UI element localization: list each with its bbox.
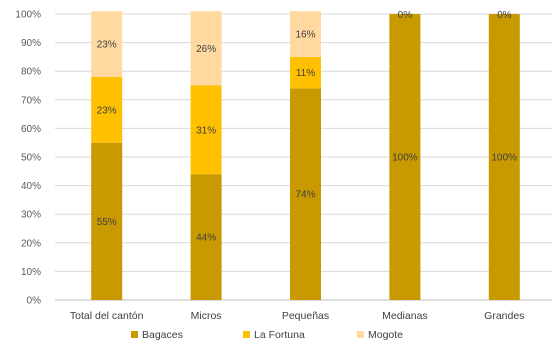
bar-la-fortuna bbox=[290, 56, 321, 89]
data-label: 100% bbox=[492, 153, 518, 164]
y-tick-label: 70% bbox=[21, 95, 41, 106]
x-category-label: Micros bbox=[191, 310, 222, 322]
bar-bagaces bbox=[389, 14, 421, 300]
bar-mogote bbox=[290, 11, 321, 57]
y-tick-label: 0% bbox=[27, 296, 42, 307]
legend-label: La Fortuna bbox=[254, 329, 305, 341]
x-axis-category-labels: Total del cantón Micros Pequeñas Medianas Gr… bbox=[70, 310, 525, 322]
legend-label: Bagaces bbox=[142, 329, 183, 341]
data-label: 100% bbox=[392, 153, 418, 164]
data-label: 74% bbox=[295, 190, 315, 201]
bar-la-fortuna bbox=[91, 76, 123, 143]
data-label: 0% bbox=[497, 10, 512, 21]
x-category-label: Pequeñas bbox=[282, 310, 329, 322]
bar-mogote bbox=[190, 11, 222, 86]
y-tick-label: 10% bbox=[21, 267, 41, 278]
data-label: 31% bbox=[196, 125, 216, 136]
data-label: 0% bbox=[398, 10, 413, 21]
y-tick-label: 30% bbox=[21, 210, 41, 221]
bar-bagaces bbox=[488, 14, 520, 300]
data-label: 44% bbox=[196, 233, 216, 244]
bar-bagaces bbox=[190, 174, 222, 300]
y-axis-tick-labels: 0% 10% 20% 30% 40% 50% 60% 70% 80% 90% 100% bbox=[15, 10, 41, 307]
y-tick-label: 40% bbox=[21, 181, 41, 192]
data-label: 16% bbox=[295, 30, 315, 41]
data-label: 11% bbox=[296, 68, 315, 79]
y-tick-label: 20% bbox=[21, 238, 41, 249]
bar-bagaces bbox=[290, 88, 321, 300]
legend-swatch bbox=[357, 331, 364, 338]
legend-label: Mogote bbox=[368, 329, 403, 341]
y-tick-label: 100% bbox=[15, 10, 41, 21]
bar-la-fortuna bbox=[190, 85, 222, 175]
y-tick-label: 80% bbox=[21, 67, 41, 78]
y-tick-label: 90% bbox=[21, 38, 41, 49]
y-tick-label: 50% bbox=[21, 153, 41, 164]
data-label: 23% bbox=[97, 105, 117, 116]
data-label: 55% bbox=[97, 217, 117, 228]
data-label: 26% bbox=[196, 44, 216, 55]
data-label: 23% bbox=[97, 40, 117, 51]
bar-bagaces bbox=[91, 142, 123, 300]
legend: Bagaces La Fortuna Mogote bbox=[131, 329, 403, 341]
x-category-label: Total del cantón bbox=[70, 310, 144, 322]
x-category-label: Grandes bbox=[484, 310, 524, 322]
legend-swatch bbox=[131, 331, 138, 338]
x-category-label: Medianas bbox=[382, 310, 428, 322]
y-tick-label: 60% bbox=[21, 124, 41, 135]
bar-mogote bbox=[91, 11, 123, 77]
legend-swatch bbox=[243, 331, 250, 338]
bars bbox=[91, 11, 520, 300]
data-labels: 55% 23% 23% 44% 31% 26% 74% 11% 16% 100% 0% 100% 0% bbox=[97, 10, 518, 244]
